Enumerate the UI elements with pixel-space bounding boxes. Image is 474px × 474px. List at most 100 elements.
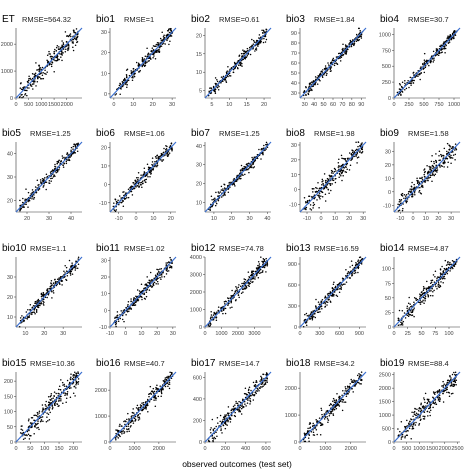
scatter-point — [122, 205, 125, 208]
scatter-point — [29, 422, 32, 424]
scatter-point — [155, 388, 157, 390]
scatter-point — [20, 94, 22, 96]
scatter-point — [312, 85, 314, 88]
scatter-point — [50, 284, 53, 287]
scatter-point — [136, 404, 139, 407]
y-tick-label: 0 — [388, 325, 391, 331]
fit-line — [109, 371, 177, 443]
scatter-point — [260, 158, 262, 160]
scatter-point — [252, 48, 254, 50]
scatter-point — [41, 404, 44, 406]
x-tick-label: 30 — [46, 216, 52, 222]
scatter-point — [51, 177, 53, 180]
scatter-point — [159, 46, 161, 49]
scatter-point — [423, 71, 426, 74]
scatter-point — [407, 191, 410, 193]
scatter-point — [144, 179, 146, 181]
scatter-point — [54, 278, 56, 281]
scatter-point — [397, 317, 400, 320]
scatter-point — [442, 162, 444, 164]
scatter-point — [317, 194, 319, 197]
scatter-point — [165, 144, 167, 147]
scatter-point — [135, 301, 138, 303]
scatter-point — [424, 66, 427, 69]
scatter-point — [155, 43, 158, 46]
scatter-point — [316, 187, 318, 190]
scatter-point — [435, 49, 438, 51]
panel-title: bio16 — [96, 358, 121, 369]
scatter-point — [321, 178, 324, 181]
scatter-point — [402, 320, 405, 323]
scatter-point — [149, 385, 152, 388]
scatter-point — [66, 379, 69, 382]
y-tick-label: 20 — [196, 182, 202, 188]
scatter-point — [257, 45, 259, 47]
scatter-point — [121, 314, 124, 317]
scatter-point — [47, 420, 49, 422]
scatter-point — [350, 159, 352, 162]
scatter-point — [50, 63, 53, 66]
scatter-point — [54, 163, 56, 166]
x-tick-label: 250 — [404, 102, 413, 108]
scatter-point — [65, 397, 68, 399]
scatter-point — [58, 393, 60, 395]
scatter-point — [123, 432, 125, 434]
scatter-point — [32, 198, 35, 200]
scatter-point — [441, 278, 444, 280]
x-tick-label: 10 — [211, 216, 217, 222]
scatter-point — [241, 404, 243, 406]
scatter-point — [137, 183, 140, 185]
scatter-point — [331, 179, 334, 181]
scatter-point — [399, 202, 402, 205]
scatter-point — [355, 40, 358, 42]
scatter-point — [237, 67, 239, 70]
scatter-point — [329, 301, 332, 303]
scatter-point — [321, 191, 324, 194]
scatter-point — [328, 192, 330, 195]
scatter-point — [43, 185, 45, 187]
scatter-point — [332, 172, 334, 174]
scatter-point — [355, 141, 357, 143]
scatter-point — [56, 59, 58, 62]
scatter-point — [146, 404, 148, 407]
scatter-point — [130, 185, 133, 187]
scatter-point — [137, 172, 140, 174]
scatter-point — [252, 43, 255, 45]
scatter-point — [306, 315, 309, 317]
scatter-point — [119, 93, 121, 95]
scatter-point — [141, 298, 143, 301]
scatter-point — [36, 427, 38, 429]
scatter-point — [329, 292, 332, 294]
scatter-point — [426, 173, 429, 175]
x-tick-label: 0 — [203, 446, 206, 452]
scatter-point — [170, 142, 173, 145]
scatter-point — [245, 405, 247, 407]
scatter-point — [210, 314, 213, 316]
scatter-point — [146, 173, 149, 175]
scatter-point — [45, 73, 47, 75]
scatter-point — [126, 430, 128, 433]
scatter-point — [140, 184, 142, 186]
scatter-point — [64, 272, 66, 274]
scatter-point — [77, 256, 80, 258]
scatter-point — [26, 94, 28, 97]
scatter-point — [401, 81, 404, 84]
scatter-point — [359, 31, 361, 34]
scatter-point — [305, 312, 308, 315]
scatter-point — [20, 207, 23, 210]
scatter-point — [46, 416, 48, 418]
scatter-point — [152, 387, 155, 390]
scatter-point — [340, 288, 342, 290]
y-tick-label: 30 — [7, 175, 13, 181]
x-tick-label: 30 — [60, 331, 66, 337]
scatter-point — [69, 33, 72, 35]
scatter-point — [433, 281, 436, 283]
scatter-point — [163, 147, 165, 150]
y-tick-label: 50 — [7, 425, 13, 431]
scatter-point — [251, 277, 254, 280]
scatter-point — [168, 43, 170, 46]
scatter-point — [348, 152, 351, 154]
scatter-point — [52, 282, 55, 284]
scatter-point — [414, 76, 416, 79]
